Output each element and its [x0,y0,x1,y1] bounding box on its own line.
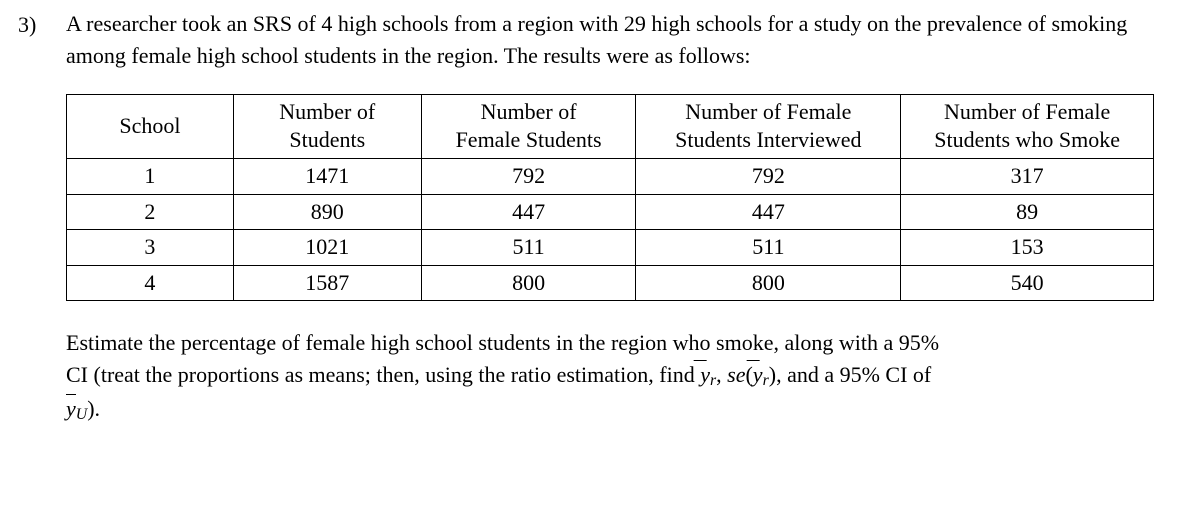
open-paren: ( [745,362,752,387]
cell: 3 [67,230,234,266]
table-row: 3 1021 511 511 153 [67,230,1154,266]
closing: ). [87,396,100,421]
table-row: 1 1471 792 792 317 [67,158,1154,194]
cell: 511 [636,230,901,266]
cell: 447 [636,194,901,230]
col-header: Number ofStudents [233,94,421,158]
question-number: 3) [18,8,66,41]
question-intro: A researcher took an SRS of 4 high schoo… [66,8,1158,72]
yhat-r-symbol: yr [700,362,716,387]
col-header: Number ofFemale Students [421,94,636,158]
footer-line1: Estimate the percentage of female high s… [66,330,939,355]
cell: 89 [901,194,1154,230]
cell: 792 [636,158,901,194]
cell: 890 [233,194,421,230]
table-row: 4 1587 800 800 540 [67,265,1154,301]
col-header: School [67,94,234,158]
col-header: Number of FemaleStudents Interviewed [636,94,901,158]
cell: 1021 [233,230,421,266]
cell: 4 [67,265,234,301]
cell: 800 [421,265,636,301]
cell: 540 [901,265,1154,301]
footer-line2-lead: CI (treat the proportions as means; then… [66,362,700,387]
cell: 2 [67,194,234,230]
and-text: , and a 95% CI of [776,362,931,387]
cell: 800 [636,265,901,301]
cell: 317 [901,158,1154,194]
sep1: , [716,362,727,387]
cell: 447 [421,194,636,230]
cell: 153 [901,230,1154,266]
cell: 1471 [233,158,421,194]
question-footer: Estimate the percentage of female high s… [66,327,1158,427]
yhat-r-symbol: yr [753,362,769,387]
ybar-u-symbol: yU [66,396,87,421]
table-header-row: School Number ofStudents Number ofFemale… [67,94,1154,158]
se-label: se [727,362,745,387]
cell: 792 [421,158,636,194]
cell: 1 [67,158,234,194]
table-row: 2 890 447 447 89 [67,194,1154,230]
cell: 511 [421,230,636,266]
cell: 1587 [233,265,421,301]
close-paren: ) [769,362,776,387]
data-table: School Number ofStudents Number ofFemale… [66,94,1154,302]
col-header: Number of FemaleStudents who Smoke [901,94,1154,158]
